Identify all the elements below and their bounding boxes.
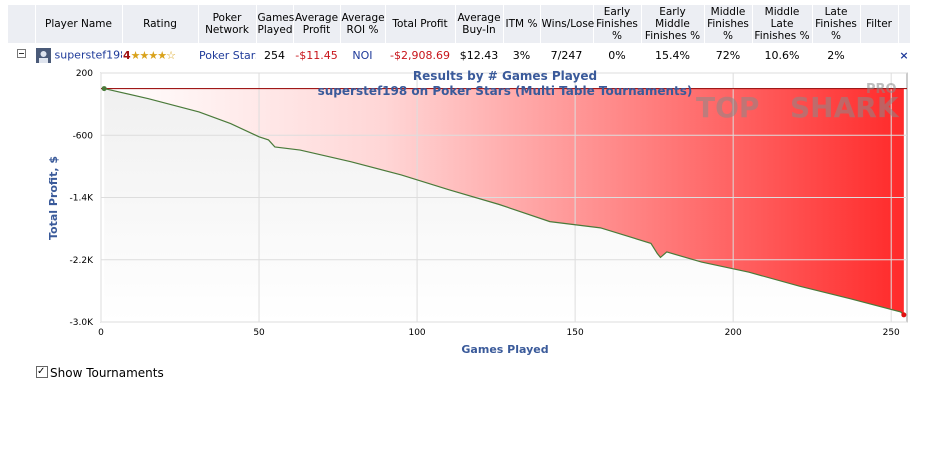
- avg-buyin: $12.43: [459, 48, 499, 62]
- avg-roi: NOI: [352, 48, 373, 62]
- x-axis-label: Games Played: [461, 343, 548, 356]
- y-tick-label: -2.2K: [70, 256, 95, 266]
- header-cell: Games Played: [256, 5, 294, 43]
- y-tick-label: -1.4K: [70, 194, 95, 204]
- network: Poker Stars: [199, 48, 256, 62]
- y-axis-label: Total Profit, $: [47, 156, 60, 240]
- rating-cell: 4★★★★☆: [122, 43, 198, 67]
- middle: 72%: [715, 48, 741, 62]
- player-name[interactable]: superstef198: [54, 48, 123, 61]
- games: 254: [264, 48, 285, 62]
- chart: 0 50 100 150 200 250 200 -600 -1.4K -2.2K -3.0K Res…: [47, 69, 908, 356]
- rating-stars: ★★★★☆: [130, 48, 176, 62]
- header-cell: Poker Network: [198, 5, 257, 43]
- total-profit: -$2,908.69: [390, 48, 450, 62]
- rating: 4: [123, 48, 131, 62]
- checkbox[interactable]: ✓: [36, 366, 48, 378]
- header-cell: [8, 5, 36, 43]
- header-row: Player Name Rating Poker Network Games Play…: [8, 5, 911, 43]
- chart-subtitle: superstef198 on Poker Stars (Multi Table…: [318, 84, 693, 98]
- header-cell: Player Name: [35, 5, 123, 43]
- show-toggle[interactable]: ✓ Show Tournaments: [36, 366, 164, 378]
- avatar: [36, 47, 51, 63]
- header-cell: ITM %: [503, 5, 541, 43]
- chart-title: Results by # Games Played: [413, 69, 597, 83]
- expand-cell[interactable]: [8, 43, 35, 67]
- x-tick-label: 100: [408, 328, 425, 338]
- x-tick-label: 0: [98, 328, 104, 338]
- header-cell: Filter: [860, 5, 899, 43]
- watermark-right: SHARK: [790, 91, 900, 124]
- late: 2%: [827, 48, 845, 62]
- header-cell: Rating: [122, 5, 199, 43]
- header-cell: Middle Finishes %: [704, 5, 753, 43]
- early-middle: 15.4%: [655, 48, 690, 62]
- itm: 3%: [512, 48, 531, 62]
- header-cell: Early Middle Finishes %: [641, 5, 705, 43]
- early: 0%: [608, 48, 626, 62]
- x-tick-label: 200: [725, 328, 742, 338]
- watermark: TOP SHARK PRO: [696, 82, 900, 124]
- end-point: [901, 312, 907, 318]
- header-cell: Average ROI %: [340, 5, 386, 43]
- below-area: [104, 88, 904, 322]
- data-row: superstef198 4★★★★☆ Poker Stars 254 -$11…: [8, 43, 910, 67]
- x-tick-label: 150: [567, 328, 584, 338]
- start-point: [101, 86, 107, 92]
- header-cell: Total Profit: [385, 5, 456, 43]
- player-cell: superstef198: [35, 43, 122, 67]
- avg-profit: -$11.45: [295, 48, 338, 62]
- toggle-label: Show Tournaments: [50, 366, 164, 378]
- x-tick-label: 50: [253, 328, 265, 338]
- line: [104, 87, 905, 316]
- watermark-left: TOP: [696, 91, 759, 124]
- header-cell: [898, 5, 911, 43]
- remove-button[interactable]: ×: [899, 48, 909, 62]
- y-tick-label: -3.0K: [70, 318, 95, 328]
- player-table: Player Name Rating Poker Network Games Play…: [8, 5, 911, 67]
- collapse-icon[interactable]: [16, 48, 27, 59]
- middle-late: 10.6%: [764, 48, 800, 62]
- header-cell: Early Finishes %: [593, 5, 642, 43]
- wins-lose: 7/247: [550, 48, 583, 62]
- watermark-badge: PRO: [866, 82, 897, 97]
- header-cell: Late Finishes %: [812, 5, 861, 43]
- loss-area: [104, 88, 904, 315]
- header-cell: Average Buy-In: [455, 5, 504, 43]
- y-tick-label: -600: [73, 131, 94, 141]
- y-tick-label: 200: [76, 69, 93, 79]
- header-cell: Average Profit: [293, 5, 341, 43]
- header-cell: Middle Late Finishes %: [752, 5, 813, 43]
- x-tick-label: 250: [883, 328, 900, 338]
- header-cell: Wins/Lose: [540, 5, 594, 43]
